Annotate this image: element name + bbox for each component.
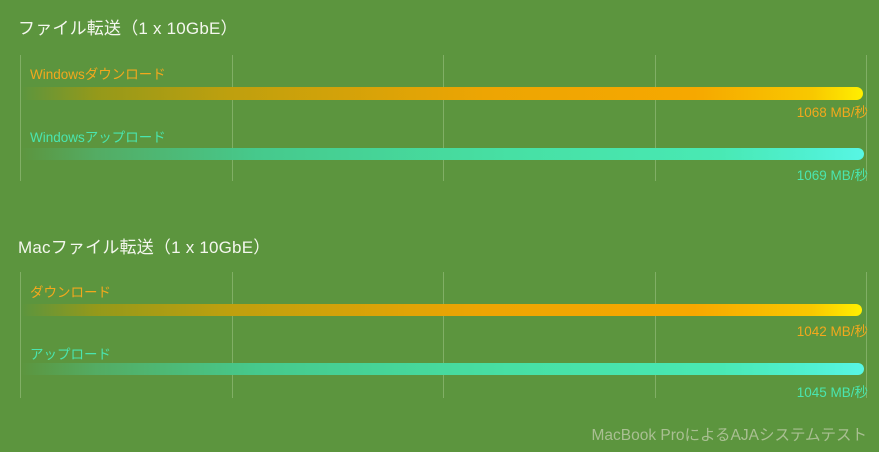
bar-value-windows-upload: 1069 MB/秒 (796, 168, 868, 183)
gridline (20, 55, 21, 181)
section-title-file-transfer: ファイル転送（1 x 10GbE） (18, 19, 238, 38)
bar-label-windows-download: Windowsダウンロード (30, 67, 166, 82)
bar-value-mac-download: 1042 MB/秒 (796, 324, 868, 339)
gridline (20, 272, 21, 398)
gridline (443, 55, 444, 181)
gridline (866, 55, 867, 181)
gridlines-section-1 (20, 55, 867, 181)
bar-value-mac-upload: 1045 MB/秒 (796, 385, 868, 400)
bar-label-mac-upload: アップロード (30, 347, 111, 362)
bar-mac-download (21, 304, 862, 316)
bar-mac-upload (21, 363, 864, 375)
gridlines-section-2 (20, 272, 867, 398)
section-title-mac-file-transfer: Macファイル転送（1 x 10GbE） (18, 238, 271, 257)
bar-windows-upload (21, 148, 864, 160)
bar-label-mac-download: ダウンロード (30, 285, 111, 300)
gridline (654, 272, 656, 398)
gridline (443, 272, 444, 398)
gridline (231, 272, 233, 398)
footer-caption: MacBook ProによるAJAシステムテスト (591, 427, 867, 444)
gridline (231, 55, 233, 181)
gridline (866, 272, 867, 398)
bar-windows-download (21, 87, 863, 100)
bar-label-windows-upload: Windowsアップロード (30, 130, 166, 145)
bar-value-windows-download: 1068 MB/秒 (796, 105, 868, 120)
gridline (654, 55, 656, 181)
